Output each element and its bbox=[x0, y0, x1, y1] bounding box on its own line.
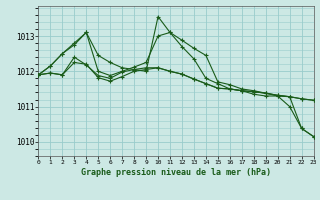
X-axis label: Graphe pression niveau de la mer (hPa): Graphe pression niveau de la mer (hPa) bbox=[81, 168, 271, 177]
